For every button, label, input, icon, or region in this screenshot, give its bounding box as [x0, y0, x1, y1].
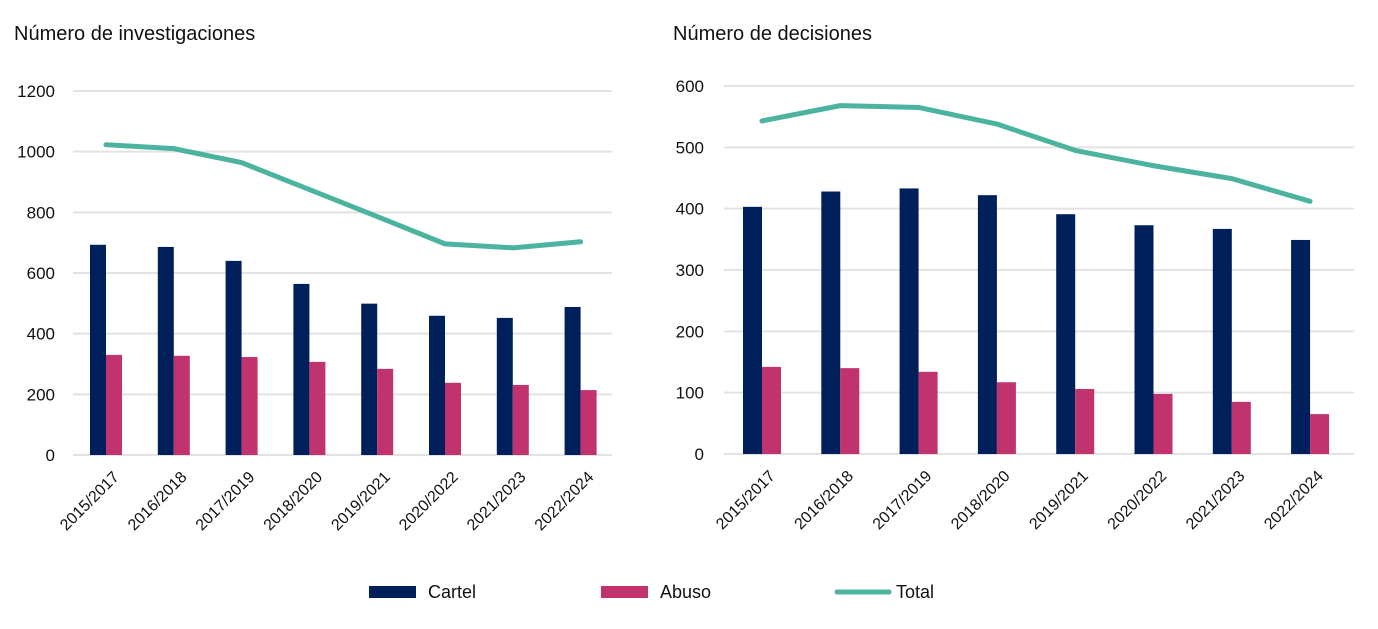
x-tick-label: 2021/2023 — [464, 469, 530, 535]
y-tick-label: 1000 — [17, 143, 55, 162]
legend-label-total: Total — [896, 582, 934, 602]
x-tick-label: 2022/2024 — [1261, 468, 1327, 534]
y-tick-label: 800 — [27, 203, 55, 222]
y-tick-label: 400 — [676, 200, 704, 219]
bar-abuso — [173, 355, 190, 455]
y-tick-label: 300 — [676, 261, 704, 280]
x-tick-label: 2017/2019 — [193, 469, 259, 535]
bar-cartel — [977, 195, 997, 454]
bar-cartel — [743, 206, 762, 454]
x-tick-label: 2016/2018 — [792, 468, 858, 534]
bar-cartel — [1056, 214, 1076, 454]
line-total — [759, 103, 1313, 204]
bar-cartel — [293, 283, 310, 455]
bar-cartel — [157, 246, 174, 455]
y-tick-label: 200 — [27, 385, 55, 404]
bar-abuso — [1075, 388, 1095, 454]
x-tick-label: 2019/2021 — [328, 469, 394, 535]
bar-cartel — [429, 315, 445, 455]
x-tick-label: 2018/2020 — [261, 469, 327, 535]
legend-swatch-cartel — [369, 586, 416, 598]
bar-abuso — [580, 390, 597, 455]
y-tick-label: 0 — [695, 445, 704, 464]
bar-abuso — [762, 366, 781, 454]
bar-abuso — [918, 371, 938, 454]
bar-cartel — [1134, 225, 1154, 454]
bar-abuso — [241, 357, 258, 455]
bar-cartel — [564, 306, 581, 455]
y-tick-label: 1200 — [17, 82, 55, 101]
bar-abuso — [840, 368, 860, 454]
bar-cartel — [1291, 239, 1311, 454]
x-tick-label: 2021/2023 — [1183, 468, 1249, 534]
bar-cartel — [821, 191, 841, 454]
bar-cartel — [361, 303, 378, 455]
line-total — [103, 142, 584, 251]
x-tick-label: 2016/2018 — [125, 469, 191, 535]
x-tick-label: 2015/2017 — [57, 469, 123, 535]
y-tick-label: 600 — [676, 77, 704, 96]
bar-cartel — [899, 188, 919, 454]
bar-cartel — [1212, 228, 1232, 454]
y-tick-label: 600 — [27, 264, 55, 283]
chart-decisiones: Número de decisiones 0 100 200 300 400 500 600 2… — [673, 23, 1354, 533]
y-tick-label: 100 — [676, 384, 704, 403]
bar-abuso — [996, 382, 1016, 454]
bar-cartel — [90, 244, 106, 455]
x-tick-label: 2020/2022 — [396, 469, 462, 535]
x-tick-label: 2022/2024 — [532, 469, 598, 535]
chart-title: Número de decisiones — [673, 23, 872, 45]
x-tick-label: 2020/2022 — [1105, 468, 1171, 534]
bar-cartel — [225, 260, 242, 455]
y-tick-label: 200 — [676, 322, 704, 341]
chart-investigaciones: Número de investigaciones 0 200 400 600 800 10… — [14, 23, 612, 534]
y-tick-label: 0 — [46, 446, 55, 465]
y-tick-label: 400 — [27, 325, 55, 344]
bar-abuso — [445, 382, 461, 455]
bar-abuso — [1310, 414, 1330, 454]
bar-abuso — [377, 368, 394, 455]
legend-label-abuso: Abuso — [660, 582, 711, 602]
y-tick-label: 500 — [676, 138, 704, 157]
bar-abuso — [1153, 393, 1173, 454]
x-tick-label: 2019/2021 — [1026, 468, 1092, 534]
legend-swatch-abuso — [601, 586, 648, 598]
x-tick-label: 2015/2017 — [713, 468, 779, 534]
bar-abuso — [106, 354, 122, 455]
legend-label-cartel: Cartel — [428, 582, 476, 602]
bar-abuso — [1231, 401, 1251, 454]
x-tick-label: 2018/2020 — [948, 468, 1014, 534]
bar-abuso — [512, 384, 529, 455]
legend: Cartel Abuso Total — [369, 582, 934, 602]
x-tick-label: 2017/2019 — [870, 468, 936, 534]
bar-cartel — [496, 317, 513, 455]
chart-title: Número de investigaciones — [14, 23, 255, 45]
bar-abuso — [309, 361, 326, 455]
